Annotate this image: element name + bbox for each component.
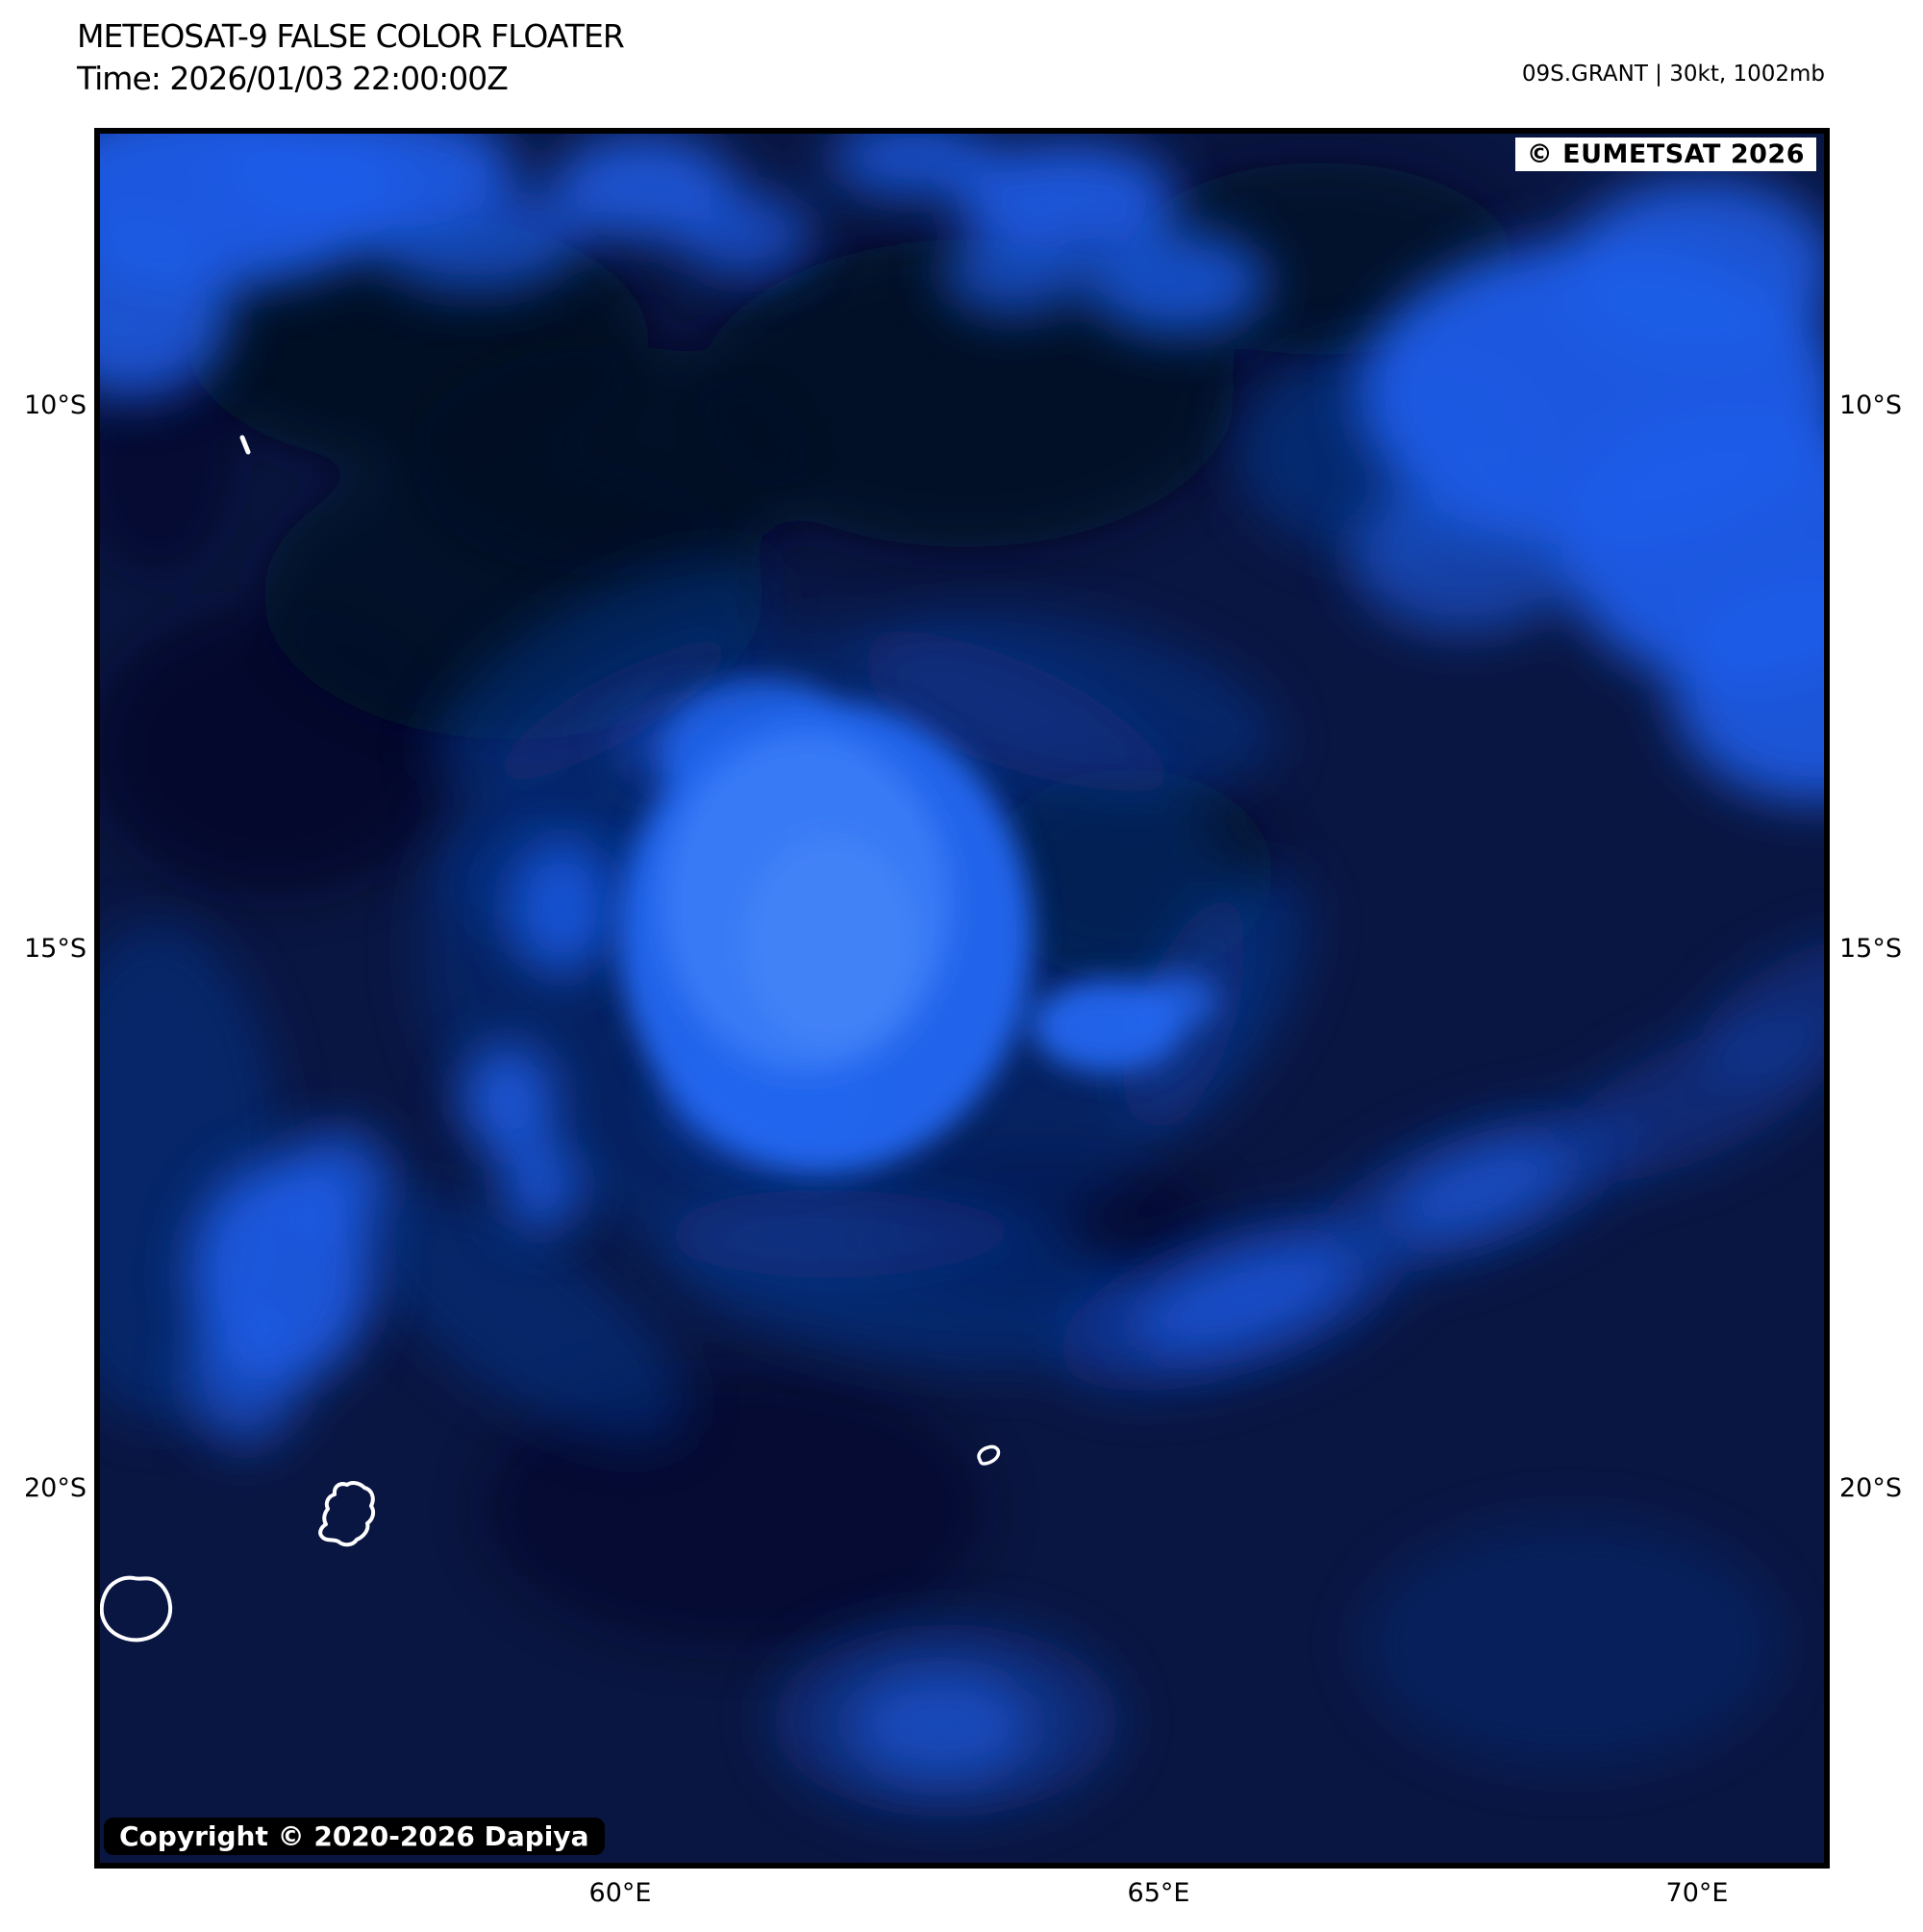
- lat-label-left-20s: 20°S: [24, 1473, 87, 1503]
- lon-label-65e: 65°E: [1127, 1878, 1190, 1908]
- timestamp-label: Time: 2026/01/03 22:00:00Z: [77, 60, 509, 97]
- page-title: METEOSAT-9 FALSE COLOR FLOATER: [77, 17, 625, 55]
- header: METEOSAT-9 FALSE COLOR FLOATER Time: 202…: [77, 15, 625, 100]
- lat-label-left-10s: 10°S: [24, 390, 87, 420]
- lat-label-right-20s: 20°S: [1839, 1473, 1902, 1503]
- rodrigues-coastline: [977, 1444, 1001, 1466]
- satellite-image: [100, 134, 1824, 1863]
- bright-cloud-patches: [100, 134, 1824, 1778]
- copyright-badge: Copyright © 2020-2026 Dapiya: [104, 1818, 605, 1855]
- coastlines: [100, 435, 1001, 1643]
- lat-label-left-15s: 15°S: [24, 934, 87, 964]
- reunion-coastline: [100, 1575, 173, 1643]
- lat-label-right-15s: 15°S: [1839, 934, 1902, 964]
- lon-label-60e: 60°E: [588, 1878, 652, 1908]
- mauritius-coastline: [318, 1481, 376, 1547]
- agalega-island-mark: [239, 435, 251, 455]
- storm-central-dense-overcast: [619, 677, 1217, 1172]
- provider-credit-badge: © EUMETSAT 2026: [1514, 138, 1816, 171]
- lat-label-right-10s: 10°S: [1839, 390, 1902, 420]
- satellite-map: © EUMETSAT 2026 Copyright © 2020-2026 Da…: [94, 128, 1830, 1869]
- storm-info-label: 09S.GRANT | 30kt, 1002mb: [1521, 62, 1825, 87]
- lon-label-70e: 70°E: [1665, 1878, 1729, 1908]
